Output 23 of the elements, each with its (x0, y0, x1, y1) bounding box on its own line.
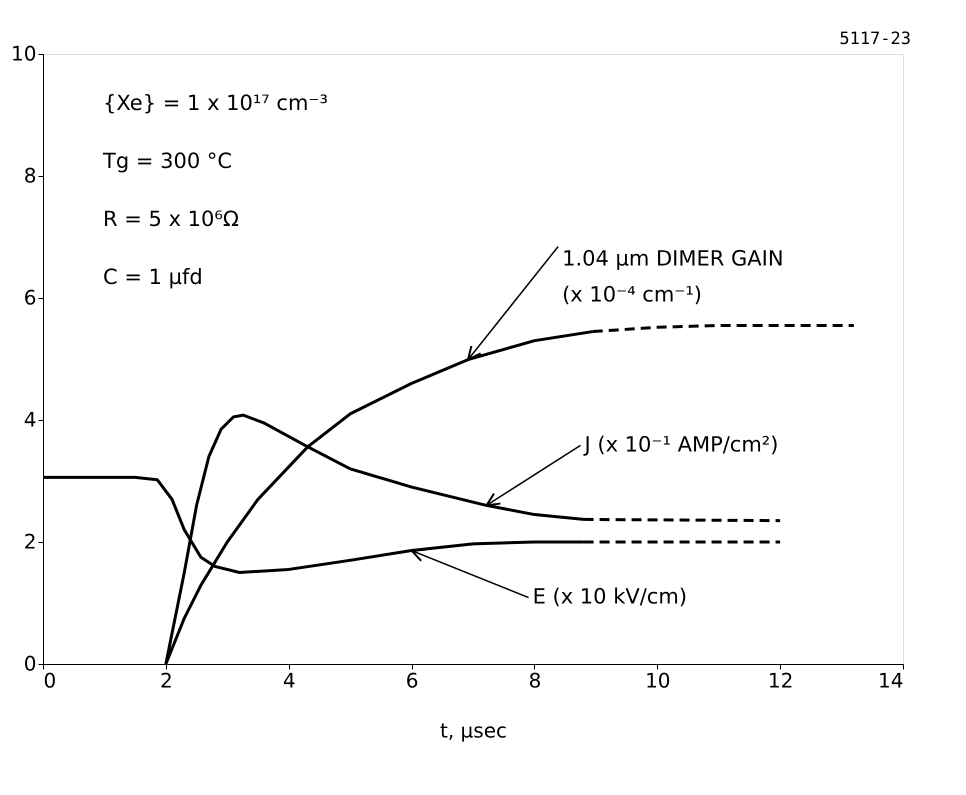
annotation: J (x 10⁻¹ AMP/cm²) (582, 432, 778, 456)
text: 5117-23 (839, 29, 911, 49)
annotation: 1.04 μm DIMER GAIN (x 10⁻⁴ cm⁻¹) (562, 246, 784, 307)
x-tick-label: 8 (528, 668, 542, 692)
y-tick-label: 8 (24, 164, 36, 188)
annotation: {Xe} = 1 x 10¹⁷ cm⁻³ (103, 91, 328, 115)
annotation: C = 1 μfd (103, 265, 203, 289)
x-tick-label: 4 (282, 668, 296, 692)
x-tick-label: 6 (406, 668, 418, 692)
annotation: E (x 10 kV/cm) (532, 584, 688, 609)
y-tick-label: 4 (24, 408, 36, 432)
x-tick-label: 0 (44, 668, 56, 692)
y-tick-label: 0 (24, 652, 36, 676)
y-tick-label: 2 (24, 530, 36, 554)
x-tick-label: 2 (160, 668, 173, 692)
x-tick-label: 10 (645, 668, 671, 692)
x-tick-label: 12 (768, 668, 794, 692)
x-tick-label: 14 (878, 668, 904, 692)
x-axis-title: t, μsec (440, 718, 508, 742)
annotation: Tg = 300 °C (102, 149, 232, 173)
y-tick-label: 6 (24, 286, 36, 310)
y-tick-label: 10 (11, 42, 36, 66)
annotation: R = 5 x 10⁶Ω (103, 207, 239, 231)
